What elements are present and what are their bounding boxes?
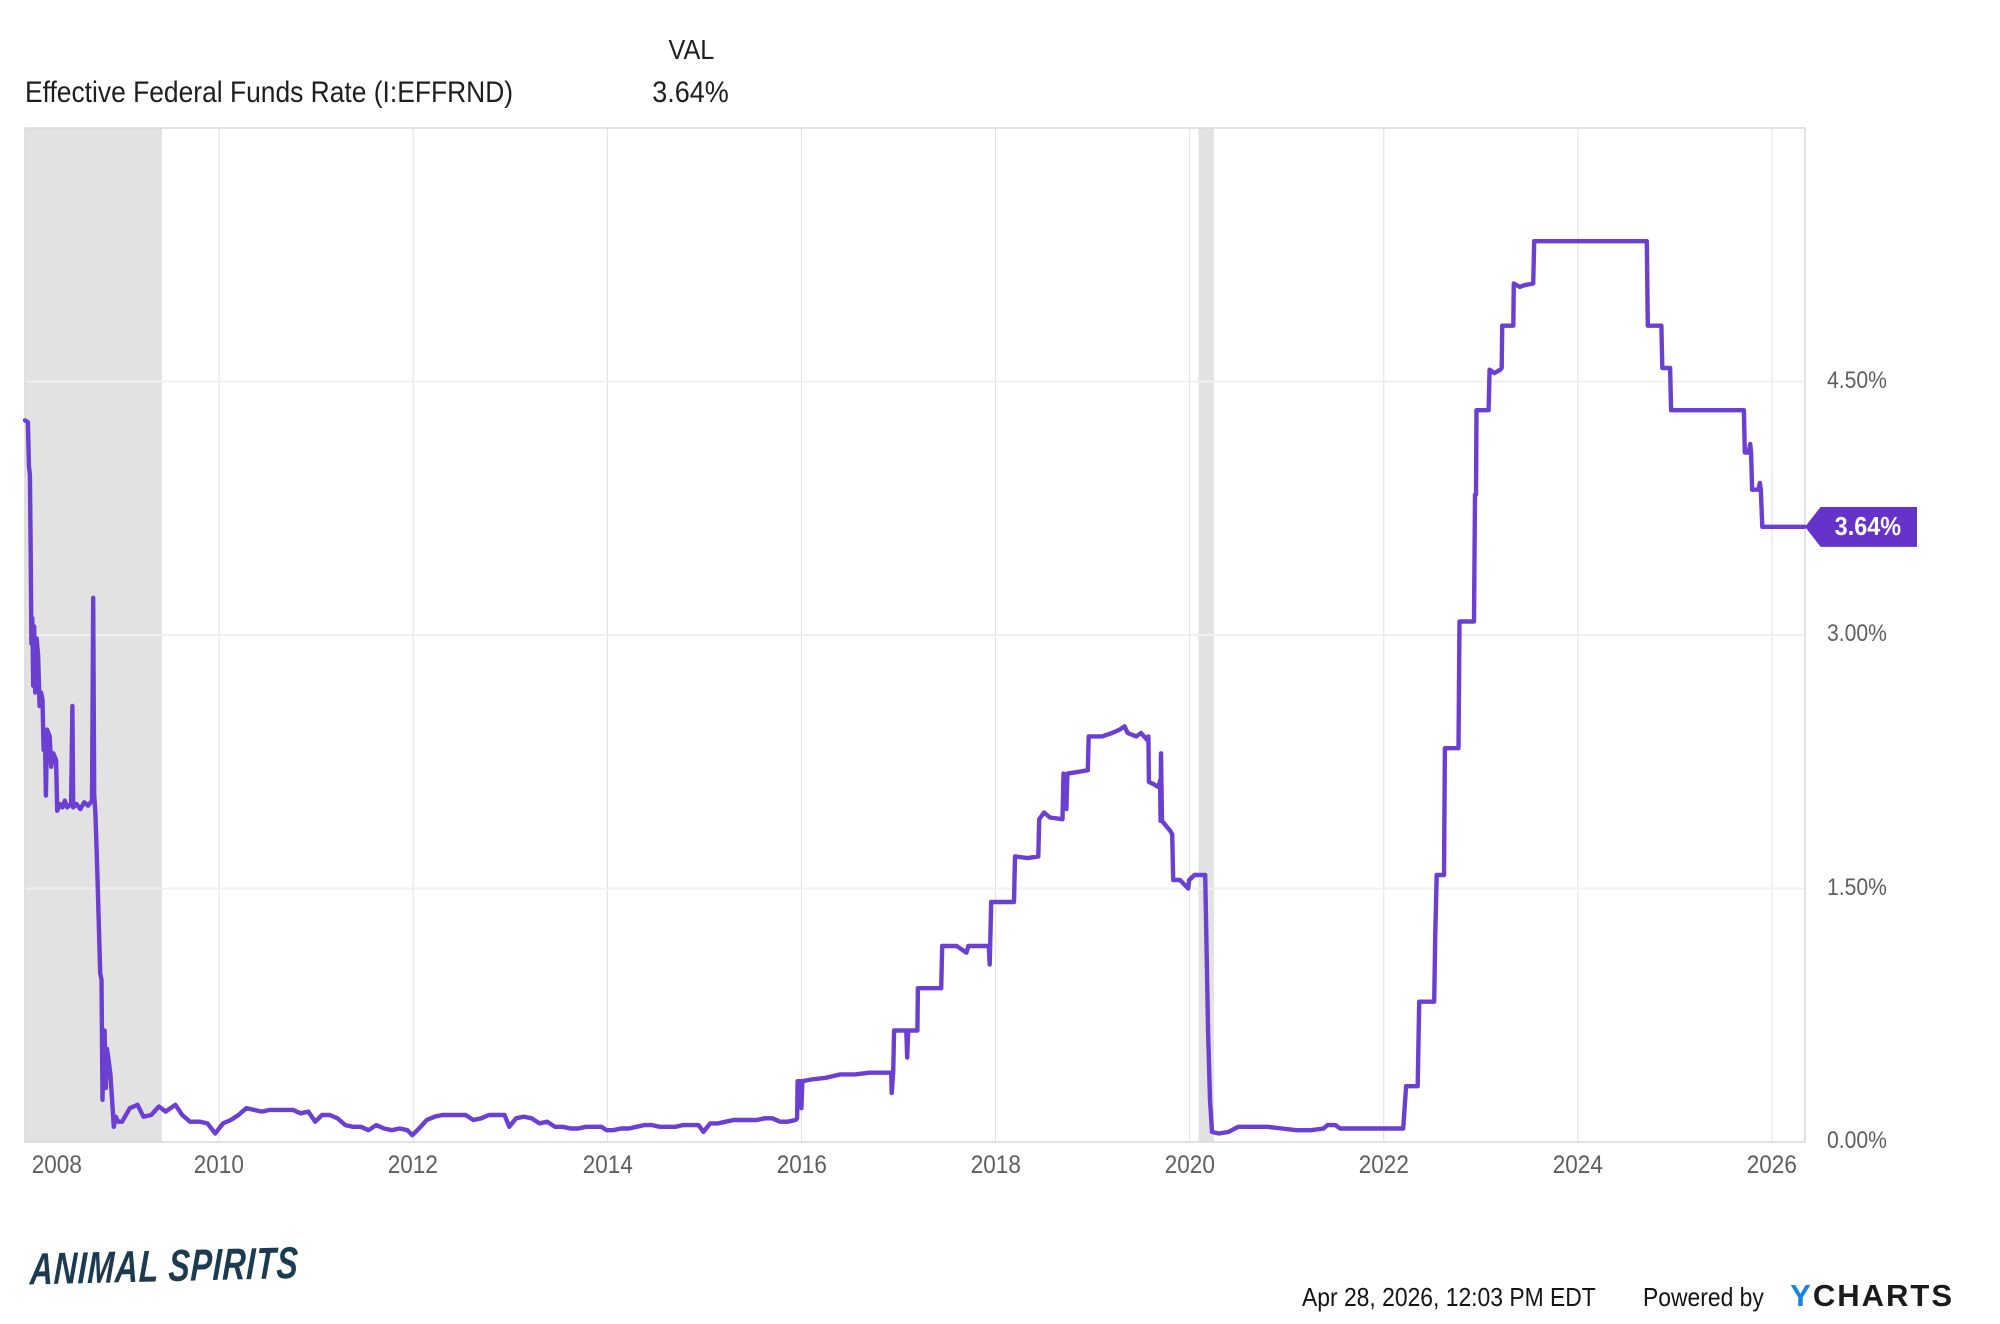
animal-spirits-logo: ANIMAL SPIRITS <box>29 1238 300 1295</box>
chart-title: Effective Federal Funds Rate (I:EFFRND) <box>25 76 580 110</box>
ycharts-y-icon: Y <box>1790 1278 1813 1313</box>
y-tick-label: 0.00% <box>1827 1127 1887 1154</box>
value-readout-column: VAL 3.64% <box>616 34 766 110</box>
x-tick-label: 2026 <box>1746 1151 1798 1179</box>
y-tick-label: 3.00% <box>1827 620 1887 647</box>
effr-series-line <box>22 238 1807 1138</box>
powered-by-label: Powered by <box>1642 1282 1764 1312</box>
val-current-value: 3.64% <box>652 76 730 109</box>
chart-title-text: Effective Federal Funds Rate (I:EFFRND) <box>25 76 514 109</box>
x-tick-label: 2018 <box>970 1151 1021 1179</box>
y-tick-label: 1.50% <box>1827 873 1887 901</box>
x-tick-label: 2008 <box>31 1151 83 1179</box>
x-tick-label: 2012 <box>388 1151 439 1179</box>
last-value-tag: 3.64% <box>1805 506 1917 547</box>
x-tick-label: 2010 <box>194 1151 245 1179</box>
x-tick-label: 2016 <box>776 1151 827 1179</box>
x-tick-label: 2020 <box>1164 1151 1215 1179</box>
x-tick-label: 2014 <box>582 1151 633 1179</box>
val-column-header: VAL <box>668 34 714 65</box>
ycharts-wordmark: CHARTS <box>1812 1278 1954 1313</box>
footer-attribution: Apr 28, 2026, 12:03 PM EDT Powered by YC… <box>1302 1278 1954 1314</box>
plot-border <box>24 127 1806 1143</box>
chart-timestamp: Apr 28, 2026, 12:03 PM EDT <box>1301 1282 1596 1312</box>
y-tick-label: 4.50% <box>1827 366 1887 394</box>
x-tick-label: 2022 <box>1358 1151 1409 1179</box>
x-tick-label: 2024 <box>1552 1151 1603 1179</box>
ycharts-logo: YCHARTS <box>1790 1278 1954 1314</box>
